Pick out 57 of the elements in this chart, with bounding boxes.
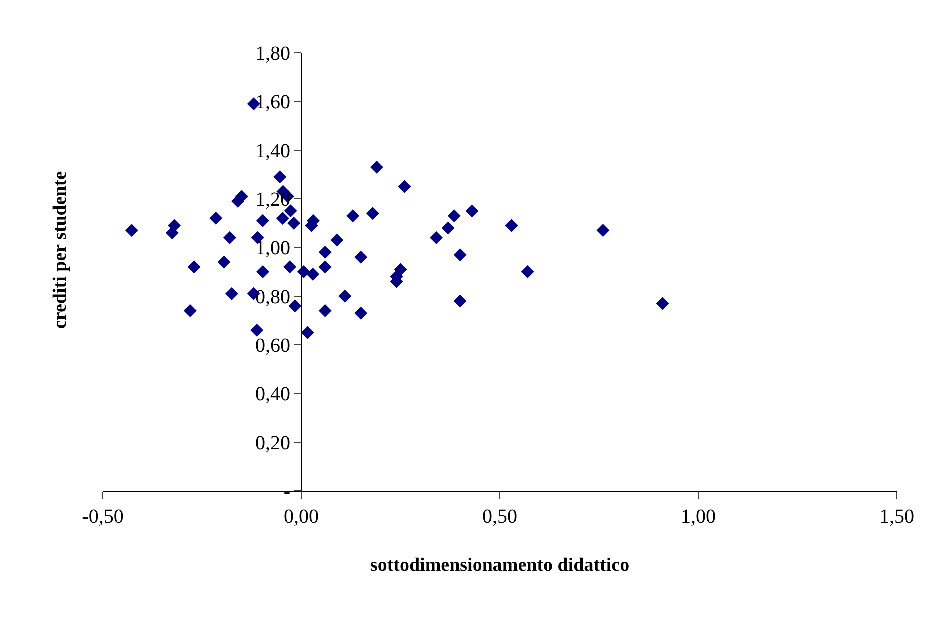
point [430,231,443,244]
y-tick-label: 1,40 [256,140,290,162]
point [226,287,239,300]
point [256,266,270,278]
y-tick-label: 1,60 [256,92,290,114]
point [210,212,223,225]
point [366,207,380,220]
point [505,219,518,232]
x-tick-label: 1,00 [681,506,716,528]
y-tick-label: 1,00 [256,238,290,260]
y-tick-label: 1,80 [256,43,290,65]
point [354,250,368,264]
point [330,234,344,247]
point [125,224,138,238]
point [338,290,352,303]
point [318,304,332,318]
point [394,263,408,276]
point [250,324,264,337]
point [318,260,332,274]
x-tick-label: 0,50 [482,506,518,528]
point [287,216,300,230]
x-tick-label: -0,50 [82,506,124,528]
x-axis-title: sottodimensionamento didattico [370,554,630,576]
point [346,210,360,223]
point [224,231,237,244]
point [354,306,368,320]
point [398,180,412,194]
point [274,170,287,184]
point [521,266,534,278]
point [596,224,610,238]
point [288,300,302,313]
x-tick-label: 0,00 [284,506,319,528]
point [442,222,455,235]
point [454,294,467,308]
point [306,268,320,281]
point [301,326,314,340]
point [656,297,670,310]
point [184,304,197,318]
y-tick-label: 1,20 [256,189,290,211]
point [466,204,479,218]
point [256,214,270,228]
point [188,260,201,274]
point [283,260,296,274]
y-tick-label: 0,80 [256,286,290,308]
y-tick-label: 0,60 [256,335,290,357]
y-tick-label: - [284,481,290,503]
y-tick-label: 0,40 [256,384,290,406]
point [370,160,384,174]
y-tick-label: 0,20 [256,432,290,454]
point [276,212,290,225]
y-axis-title: crediti per studente [50,171,71,330]
point [448,210,461,223]
point [318,246,332,260]
x-tick-label: 1,50 [880,506,914,528]
point [218,256,231,269]
point [166,226,179,240]
point [454,248,467,262]
